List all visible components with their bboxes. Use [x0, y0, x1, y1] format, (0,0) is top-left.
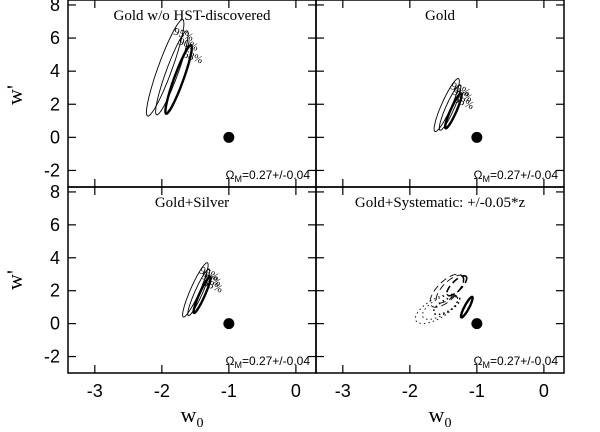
x-tick-label: -2	[154, 381, 170, 401]
panel-frame	[315, 186, 565, 374]
panel-frame	[315, 0, 565, 188]
contour-95-solid	[146, 19, 185, 117]
reference-point	[223, 318, 235, 330]
contour-95-dashed	[429, 273, 464, 308]
contour-group: 68%90%95%	[146, 19, 204, 117]
y-tick-label: 4	[50, 248, 60, 268]
x-tick-label: -3	[87, 381, 103, 401]
x-tick-label: 0	[539, 381, 549, 401]
contour-90-solid	[438, 84, 462, 131]
y-tick-label: 0	[50, 127, 60, 147]
omega-annotation: ΩM=0.27+/-0.04	[473, 168, 558, 184]
x-tick-label: -2	[402, 381, 418, 401]
reference-point	[471, 131, 483, 143]
contour-group: 68%90%95%	[433, 78, 475, 133]
y-tick-label: 6	[50, 215, 60, 235]
contour-90-solid	[155, 30, 189, 116]
contour-90-dotted	[421, 294, 459, 320]
contour-95-solid	[182, 262, 209, 318]
contour-95-dotted	[414, 293, 459, 324]
contour-68-solid	[164, 44, 194, 115]
panel-2: 68%90%95% Gold ΩM=0.27+/-0.04	[315, 0, 565, 188]
y-tick-label: -2	[44, 347, 60, 367]
omega-annotation: ΩM=0.27+/-0.04	[225, 354, 310, 370]
contour-68-solid	[459, 295, 474, 319]
y-tick-label: 2	[50, 94, 60, 114]
panel-frame	[67, 186, 317, 374]
x-axis-label: w0	[429, 402, 452, 431]
y-tick-label: 8	[50, 0, 60, 15]
x-axis-label: w0	[181, 402, 204, 431]
reference-point	[471, 318, 483, 330]
y-tick-label: 0	[50, 314, 60, 334]
y-tick-label: 2	[50, 281, 60, 301]
contour-group: 68%90%95%	[182, 262, 224, 318]
panel-3: -3 -2 -1 0 -2 0 2 4 6 8 68%90%95% Gold+Silver ΩM=0.2…	[44, 182, 317, 401]
contour-68-solid	[444, 92, 463, 130]
x-tick-label: -1	[221, 381, 237, 401]
contour-68-dotted	[432, 295, 461, 316]
panel-title: Gold+Silver	[155, 195, 229, 211]
y-tick-label: 8	[50, 182, 60, 202]
omega-annotation: ΩM=0.27+/-0.04	[225, 168, 310, 184]
y-tick-label: 4	[50, 61, 60, 81]
y-tick-label: 6	[50, 28, 60, 48]
panel-1: -2 0 2 4 6 8 68%90%95%Gold w/o HST-discovered Ω…	[44, 0, 317, 188]
y-axis-label: w'	[2, 270, 27, 290]
panel-title: Gold+Systematic: +/-0.05*z	[355, 195, 526, 211]
contour-label: 95%	[172, 26, 195, 44]
reference-point	[223, 131, 235, 143]
panel-4: -3 -2 -1 0 Gold+Systematic: +/-0.05*z ΩM=0.27…	[315, 186, 565, 401]
contour-90-solid	[187, 268, 211, 317]
x-tick-label: -1	[469, 381, 485, 401]
contour-95-solid	[433, 78, 460, 133]
panel-title: Gold	[425, 8, 456, 24]
omega-annotation: ΩM=0.27+/-0.04	[473, 354, 558, 370]
contour-68-solid	[192, 275, 212, 315]
panel-frame	[67, 0, 317, 188]
contour-group	[414, 273, 474, 324]
panel-title: Gold w/o HST-discovered	[114, 8, 271, 24]
x-tick-label: 0	[291, 381, 301, 401]
x-tick-label: -3	[335, 381, 351, 401]
y-axis-label: w'	[2, 85, 27, 105]
y-tick-label: -2	[44, 160, 60, 180]
